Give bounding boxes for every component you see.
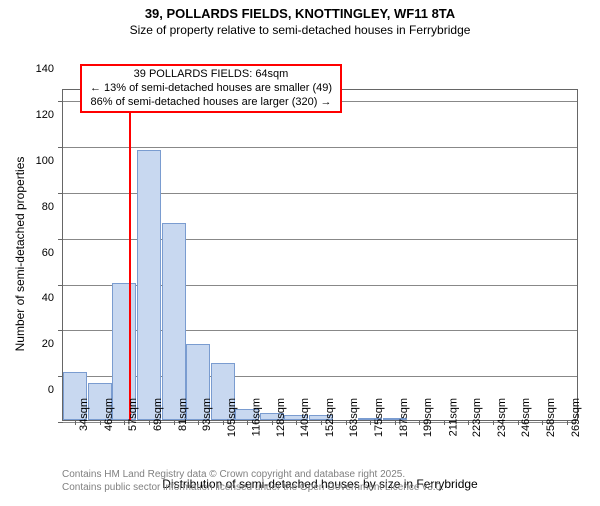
y-tick-label: 40: [0, 292, 54, 304]
x-tick-label: 69sqm: [152, 398, 164, 431]
reference-marker-line: [129, 88, 131, 420]
x-tick-label: 223sqm: [471, 398, 483, 437]
x-tick-label: 234sqm: [496, 398, 508, 437]
plot-area: [62, 89, 578, 421]
y-tick-label: 100: [0, 155, 54, 167]
footer-attribution: Contains HM Land Registry data © Crown c…: [62, 468, 444, 494]
annotation-line3: 86% of semi-detached houses are larger (…: [88, 96, 334, 110]
annotation-box: 39 POLLARDS FIELDS: 64sqm ← 13% of semi-…: [80, 64, 342, 113]
x-tick-label: 93sqm: [201, 398, 213, 431]
annotation-line2: ← 13% of semi-detached houses are smalle…: [88, 82, 334, 96]
y-tick-label: 20: [0, 338, 54, 350]
x-tick-label: 258sqm: [545, 398, 557, 437]
y-tick-label: 60: [0, 247, 54, 259]
footer-line2: Contains public sector information licen…: [62, 481, 444, 494]
x-tick-label: 140sqm: [299, 398, 311, 437]
histogram-bar: [162, 223, 186, 420]
y-tick-label: 140: [0, 63, 54, 75]
x-tick-label: 187sqm: [398, 398, 410, 437]
gridline: [63, 147, 577, 148]
page-subtitle: Size of property relative to semi-detach…: [0, 23, 600, 37]
x-tick-label: 199sqm: [422, 398, 434, 437]
x-tick-label: 175sqm: [373, 398, 385, 437]
y-tick-label: 120: [0, 109, 54, 121]
x-tick-label: 46sqm: [103, 398, 115, 431]
page-title: 39, POLLARDS FIELDS, KNOTTINGLEY, WF11 8…: [0, 6, 600, 21]
y-tick-label: 80: [0, 201, 54, 213]
x-tick-label: 211sqm: [447, 398, 459, 436]
x-tick-label: 246sqm: [521, 398, 533, 437]
y-tick-label: 0: [0, 384, 54, 396]
x-tick-label: 34sqm: [78, 398, 90, 431]
x-tick-label: 57sqm: [127, 398, 139, 431]
x-tick-label: 152sqm: [324, 398, 336, 437]
x-tick-label: 116sqm: [250, 398, 262, 436]
x-tick-label: 105sqm: [226, 398, 238, 437]
footer-line1: Contains HM Land Registry data © Crown c…: [62, 468, 444, 481]
x-tick-label: 128sqm: [275, 398, 287, 437]
annotation-line1: 39 POLLARDS FIELDS: 64sqm: [88, 68, 334, 82]
histogram-bar: [137, 150, 161, 420]
x-tick-label: 81sqm: [177, 398, 189, 431]
x-tick-label: 163sqm: [349, 398, 361, 437]
x-tick-label: 269sqm: [570, 398, 582, 437]
